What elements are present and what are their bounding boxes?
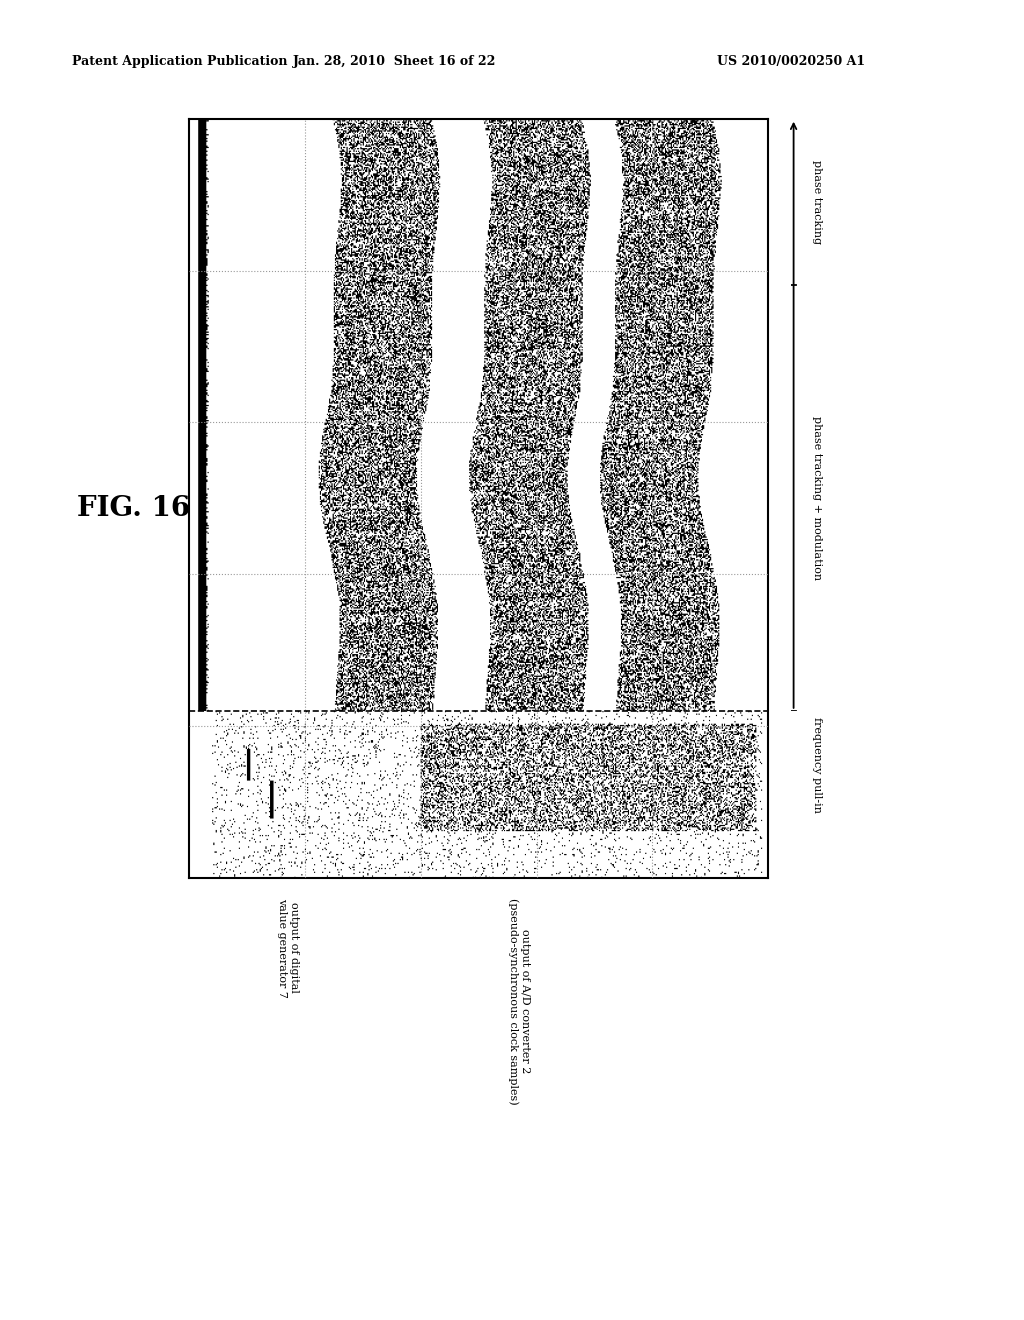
Text: Jan. 28, 2010  Sheet 16 of 22: Jan. 28, 2010 Sheet 16 of 22 xyxy=(293,55,496,69)
Text: output of digital
value generator 7: output of digital value generator 7 xyxy=(278,898,299,998)
Text: FIG. 16: FIG. 16 xyxy=(77,495,190,521)
Text: phase tracking + modulation: phase tracking + modulation xyxy=(812,416,822,579)
Text: Patent Application Publication: Patent Application Publication xyxy=(72,55,287,69)
Text: output of A/D converter 2
(pseudo-synchronous clock samples): output of A/D converter 2 (pseudo-synchr… xyxy=(508,898,530,1105)
Text: frequency pull-in: frequency pull-in xyxy=(812,718,822,813)
Text: US 2010/0020250 A1: US 2010/0020250 A1 xyxy=(717,55,865,69)
Text: phase tracking: phase tracking xyxy=(812,160,822,244)
